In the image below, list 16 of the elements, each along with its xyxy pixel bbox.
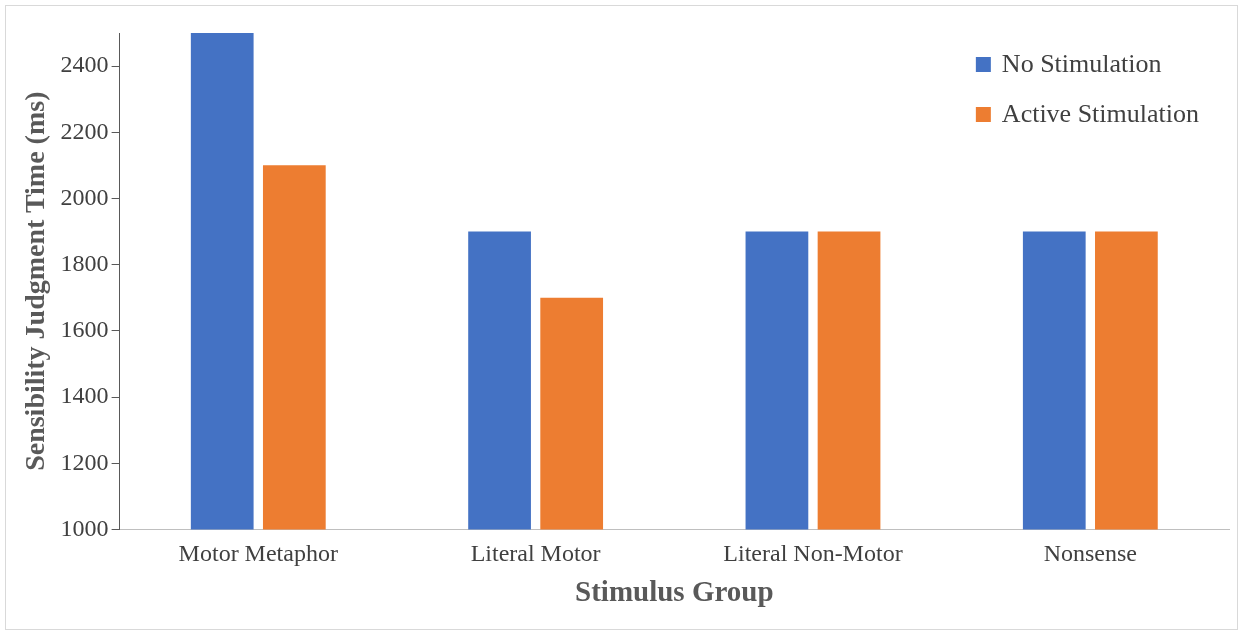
x-tick-label: Literal Non-Motor [723,540,903,567]
x-axis-title: Stimulus Group [575,575,774,608]
x-tick-label: Nonsense [1043,540,1137,567]
x-tick-label: Literal Motor [470,540,601,567]
y-tick-label: 1400 [60,382,109,409]
y-tick-label: 2400 [60,51,109,78]
y-tick-label: 1000 [60,514,109,541]
y-tick-label: 2200 [60,117,109,144]
y-tick-label: 1800 [60,249,109,276]
y-tick-label: 1600 [60,316,109,343]
legend-label: Active Stimulation [1001,98,1200,128]
legend-label: No Stimulation [1001,48,1162,78]
x-tick-label: Motor Metaphor [178,540,338,567]
y-tick-label: 1200 [60,448,109,475]
y-axis-title: Sensibility Judgment Time (ms) [19,91,51,471]
y-tick-label: 2000 [60,183,109,210]
